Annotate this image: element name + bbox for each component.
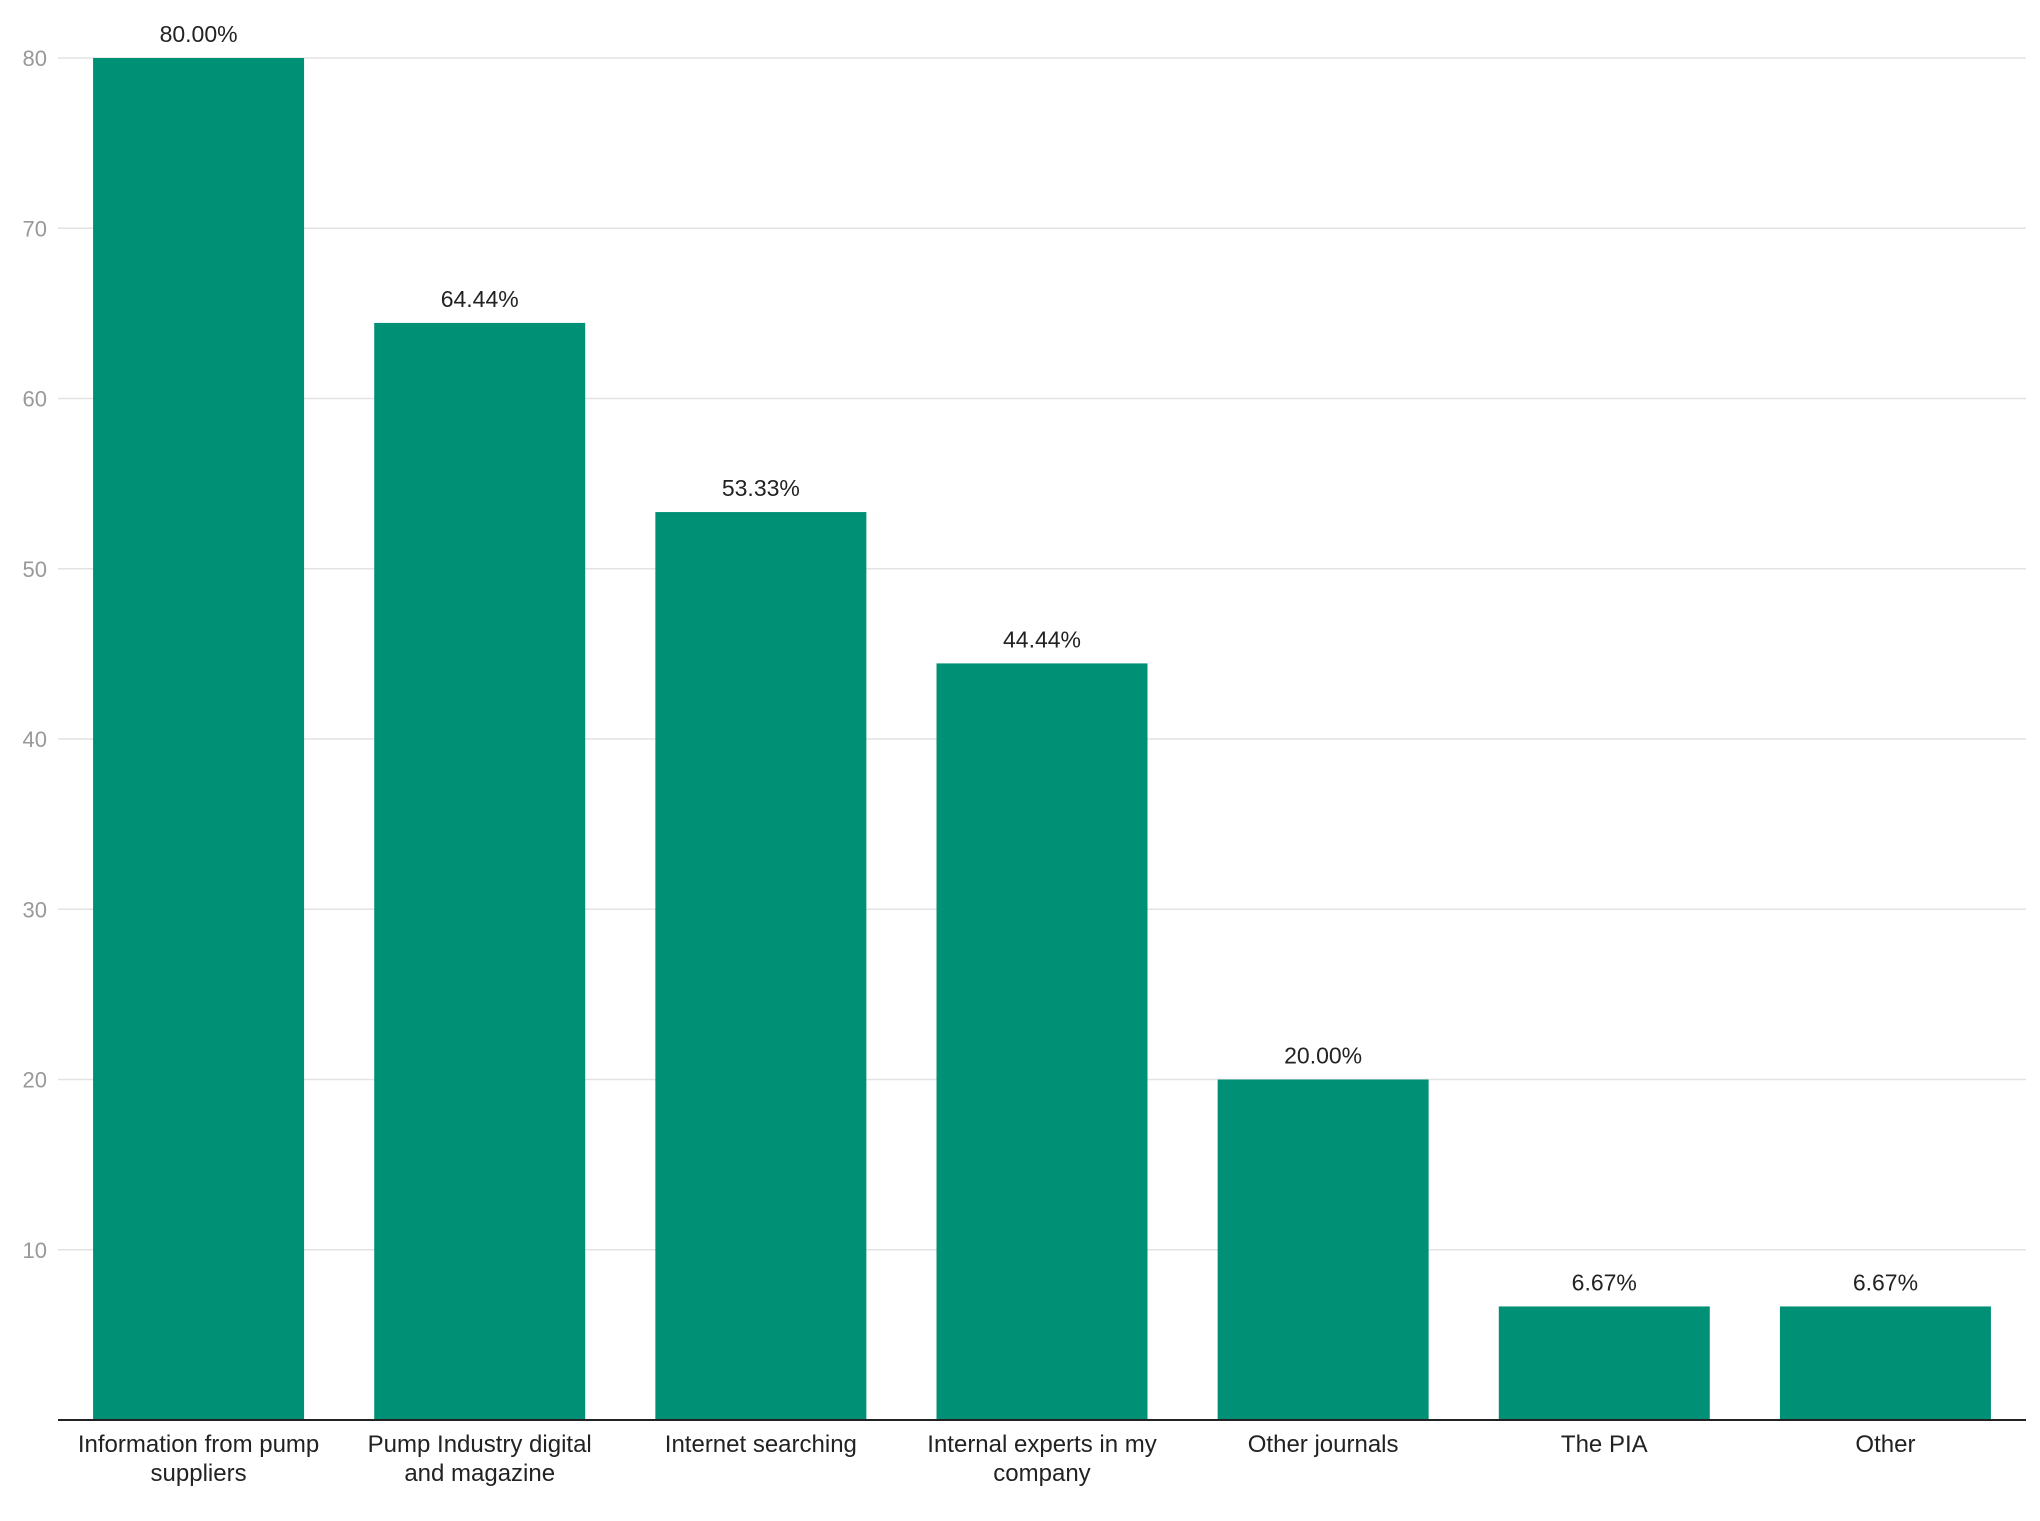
data-label: 53.33% — [722, 475, 800, 501]
y-tick-label: 10 — [23, 1238, 47, 1263]
x-tick-label: Other journals — [1248, 1431, 1399, 1458]
data-label: 6.67% — [1853, 1269, 1918, 1295]
bar — [655, 512, 867, 1420]
x-tick-label: Pump Industry digital and magazine — [368, 1431, 592, 1487]
data-label: 44.44% — [1003, 626, 1081, 652]
x-tick-label: Information from pump suppliers — [78, 1431, 319, 1487]
x-tick-label: Internet searching — [665, 1431, 857, 1458]
x-tick-label: The PIA — [1561, 1431, 1648, 1458]
y-axis-ticks: 10 20 30 40 50 60 70 80 — [23, 46, 47, 1263]
data-label: 20.00% — [1284, 1043, 1362, 1069]
y-tick-label: 50 — [23, 557, 47, 582]
x-tick-label: Internal experts in my company — [927, 1431, 1156, 1487]
y-tick-label: 70 — [23, 216, 47, 241]
bar — [93, 58, 305, 1420]
x-tick-label: Other — [1855, 1431, 1915, 1458]
bar — [1779, 1306, 1991, 1420]
data-label: 64.44% — [441, 286, 519, 312]
bar — [936, 663, 1148, 1420]
y-tick-label: 20 — [23, 1068, 47, 1093]
bar — [1217, 1079, 1429, 1420]
y-tick-label: 60 — [23, 387, 47, 412]
y-tick-label: 80 — [23, 46, 47, 71]
data-label: 80.00% — [160, 21, 238, 47]
y-tick-label: 40 — [23, 727, 47, 752]
data-labels: 80.00% 64.44% 53.33% 44.44% 20.00% 6.67% 6.67% — [160, 21, 1918, 1295]
bars — [93, 58, 1991, 1421]
bar — [374, 322, 586, 1421]
bar — [1498, 1306, 1710, 1420]
data-label: 6.67% — [1572, 1269, 1637, 1295]
y-tick-label: 30 — [23, 897, 47, 922]
x-axis-ticks: Information from pump suppliers Pump Indus… — [78, 1431, 1916, 1487]
